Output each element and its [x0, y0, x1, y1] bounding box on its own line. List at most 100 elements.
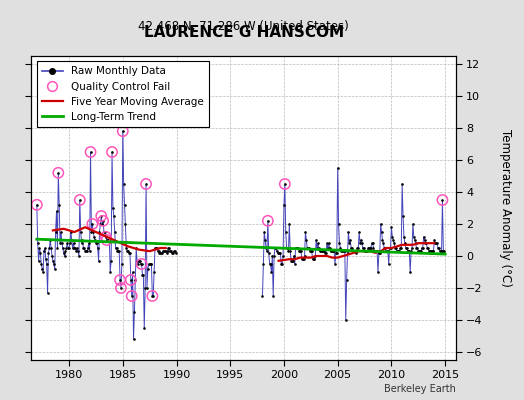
Point	[438, 197, 446, 203]
Point	[330, 248, 339, 254]
Point	[327, 248, 335, 254]
Point	[156, 250, 165, 256]
Point	[93, 240, 101, 246]
Point	[133, 258, 141, 264]
Point	[400, 234, 408, 240]
Point	[116, 277, 124, 283]
Point	[161, 248, 170, 254]
Point	[419, 245, 427, 251]
Point	[84, 245, 92, 251]
Legend: Raw Monthly Data, Quality Control Fail, Five Year Moving Average, Long-Term Tren: Raw Monthly Data, Quality Control Fail, …	[37, 61, 209, 127]
Point	[365, 245, 373, 251]
Point	[358, 240, 366, 246]
Point	[103, 237, 111, 243]
Point	[410, 234, 418, 240]
Point	[75, 253, 83, 259]
Point	[90, 234, 99, 240]
Point	[304, 245, 312, 251]
Point	[121, 202, 129, 208]
Point	[269, 293, 277, 299]
Point	[370, 248, 379, 254]
Point	[366, 245, 374, 251]
Point	[282, 245, 291, 251]
Point	[162, 250, 171, 256]
Point	[321, 250, 329, 256]
Point	[408, 245, 416, 251]
Point	[314, 240, 322, 246]
Text: Berkeley Earth: Berkeley Earth	[384, 384, 456, 394]
Point	[343, 250, 352, 256]
Point	[265, 250, 273, 256]
Point	[281, 181, 289, 187]
Point	[103, 237, 111, 243]
Point	[261, 237, 269, 243]
Point	[438, 197, 446, 203]
Point	[298, 256, 306, 262]
Point	[283, 245, 292, 251]
Point	[418, 245, 426, 251]
Point	[395, 248, 403, 254]
Point	[294, 245, 302, 251]
Point	[398, 181, 406, 187]
Point	[397, 245, 406, 251]
Point	[372, 248, 380, 254]
Point	[60, 250, 68, 256]
Point	[75, 197, 84, 203]
Point	[60, 253, 69, 259]
Point	[108, 205, 117, 211]
Point	[434, 245, 442, 251]
Point	[405, 248, 413, 254]
Point	[58, 240, 66, 246]
Point	[83, 248, 91, 254]
Point	[266, 261, 275, 267]
Point	[159, 248, 167, 254]
Point	[271, 245, 279, 251]
Point	[51, 229, 60, 235]
Point	[89, 229, 97, 235]
Point	[155, 250, 163, 256]
Point	[275, 250, 283, 256]
Point	[440, 248, 449, 254]
Point	[99, 218, 107, 224]
Point	[423, 245, 431, 251]
Point	[391, 245, 399, 251]
Point	[371, 248, 379, 254]
Point	[134, 261, 142, 267]
Point	[420, 237, 429, 243]
Point	[145, 261, 153, 267]
Point	[71, 245, 80, 251]
Point	[52, 208, 61, 214]
Point	[399, 213, 407, 219]
Point	[72, 248, 80, 254]
Point	[106, 269, 114, 275]
Point	[293, 245, 302, 251]
Point	[113, 248, 122, 254]
Point	[111, 229, 119, 235]
Point	[98, 221, 106, 227]
Point	[286, 248, 294, 254]
Point	[148, 293, 157, 299]
Point	[421, 240, 430, 246]
Point	[416, 248, 424, 254]
Point	[146, 261, 155, 267]
Point	[380, 245, 388, 251]
Point	[347, 245, 355, 251]
Point	[270, 253, 278, 259]
Point	[404, 248, 412, 254]
Point	[115, 248, 123, 254]
Point	[151, 245, 159, 251]
Point	[334, 221, 343, 227]
Point	[167, 248, 176, 254]
Point	[350, 248, 358, 254]
Point	[438, 248, 446, 254]
Point	[116, 277, 124, 283]
Point	[407, 248, 416, 254]
Point	[285, 221, 293, 227]
Point	[54, 170, 62, 176]
Point	[165, 245, 173, 251]
Point	[127, 293, 136, 299]
Point	[137, 261, 146, 267]
Point	[142, 181, 150, 187]
Point	[424, 245, 432, 251]
Point	[68, 237, 76, 243]
